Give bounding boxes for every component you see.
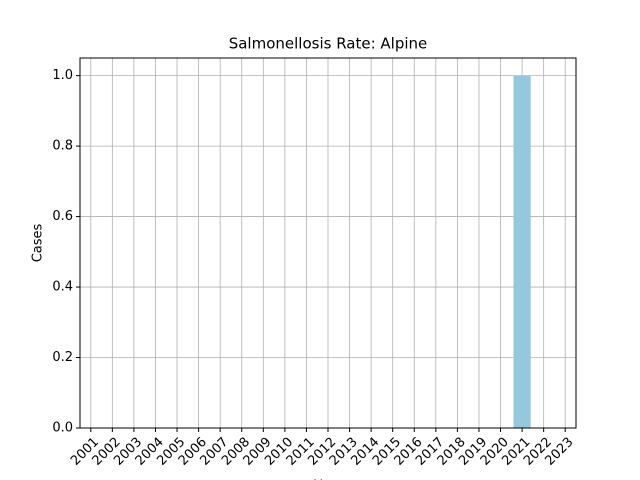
y-tick-label: 0.2 — [52, 350, 73, 365]
x-axis-label: Year — [313, 479, 342, 480]
chart-title: Salmonellosis Rate: Alpine — [229, 35, 428, 53]
y-tick-label: 0.0 — [52, 421, 73, 436]
plot-frame — [79, 57, 577, 429]
bar — [513, 75, 531, 428]
y-axis-label: Cases — [31, 223, 46, 262]
y-tick-label: 1.0 — [52, 68, 73, 83]
y-tick-label: 0.4 — [52, 280, 73, 295]
y-tick-label: 0.6 — [52, 209, 73, 224]
y-tick-label: 0.8 — [52, 139, 73, 154]
